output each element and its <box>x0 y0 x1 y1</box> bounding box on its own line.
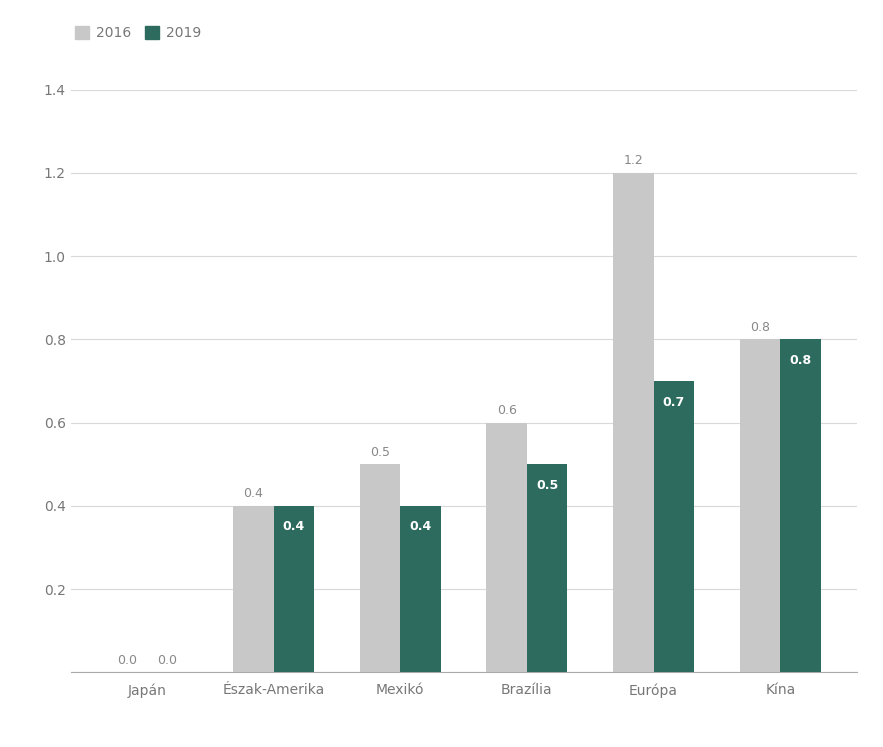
Text: 0.0: 0.0 <box>117 654 137 667</box>
Text: 0.5: 0.5 <box>536 479 558 492</box>
Legend: 2016, 2019: 2016, 2019 <box>70 21 207 46</box>
Bar <box>781 339 821 672</box>
Text: 1.2: 1.2 <box>623 155 643 167</box>
Bar <box>653 381 694 672</box>
Text: 0.4: 0.4 <box>283 521 305 533</box>
Bar <box>274 506 314 672</box>
Bar <box>613 173 653 672</box>
Text: 0.7: 0.7 <box>663 396 685 409</box>
Bar <box>233 506 274 672</box>
Text: 0.4: 0.4 <box>244 487 263 500</box>
Bar <box>400 506 441 672</box>
Text: 0.0: 0.0 <box>157 654 177 667</box>
Bar <box>487 423 527 672</box>
Bar <box>740 339 781 672</box>
Text: 0.4: 0.4 <box>410 521 432 533</box>
Text: 0.8: 0.8 <box>750 321 770 334</box>
Text: 0.8: 0.8 <box>789 354 811 367</box>
Text: 0.5: 0.5 <box>370 446 390 459</box>
Text: 0.6: 0.6 <box>497 404 517 417</box>
Bar <box>527 464 568 672</box>
Bar <box>359 464 400 672</box>
